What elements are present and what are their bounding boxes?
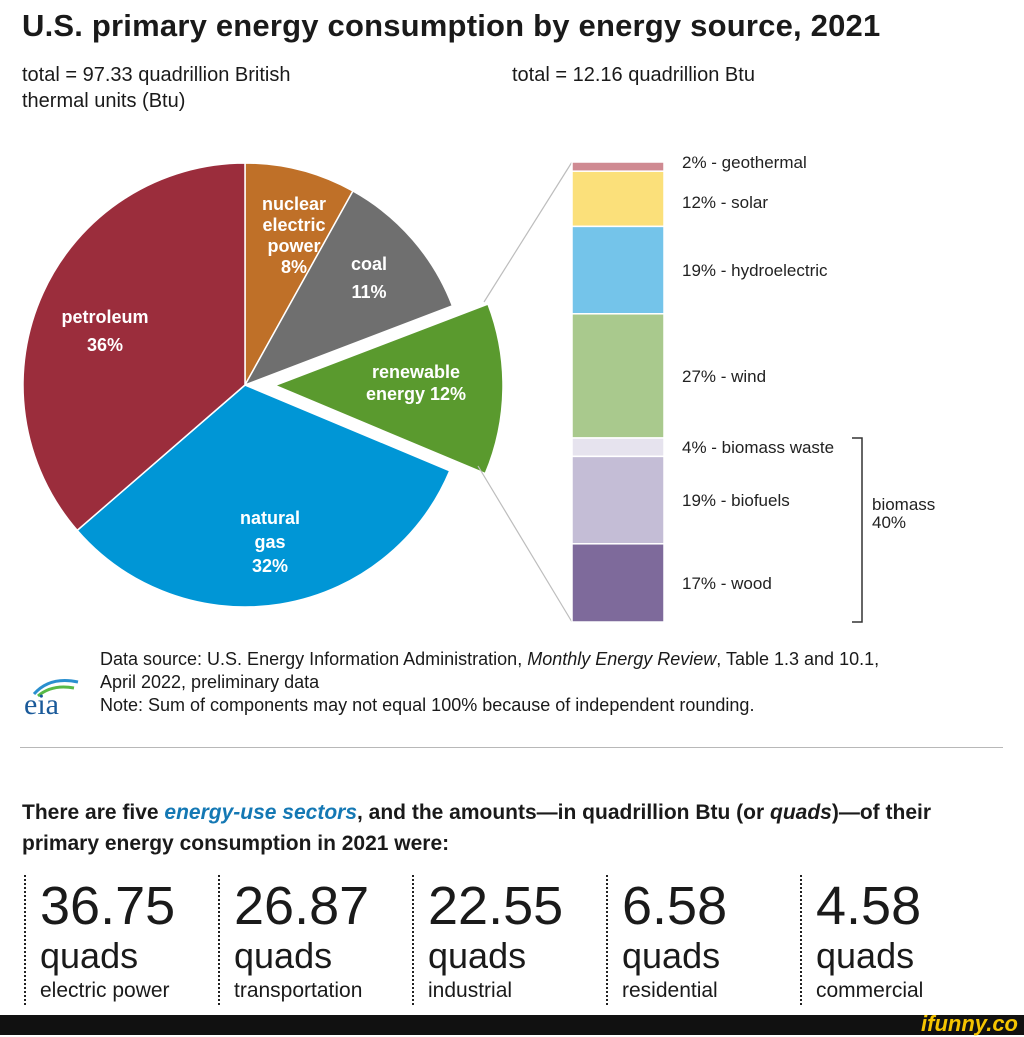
eia-logo-text: eia [24, 688, 59, 720]
biomass-group-value: 40% [872, 513, 906, 532]
pie-label-nuclear: power [267, 236, 320, 256]
bar-label-solar: 12% - solar [682, 193, 768, 212]
sector-value: 6.58 [622, 876, 728, 936]
eia-logo: eia [20, 672, 90, 725]
bar-segment-solar [571, 170, 665, 228]
sector-value: 4.58 [816, 876, 922, 936]
pie-label-renewable: renewable [372, 362, 460, 382]
section-divider [20, 747, 1003, 748]
sector-commercial: 4.58 quads commercial [800, 875, 923, 1005]
bar-total-label: total = 12.16 quadrillion Btu [512, 64, 755, 86]
sector-name: commercial [816, 979, 924, 1002]
sector-unit: quads [816, 935, 915, 976]
connector-line-bottom [477, 465, 573, 623]
pie-slice-renewable [272, 303, 504, 475]
pie-slice-natural-gas [76, 384, 451, 608]
pie-total-label: total = 97.33 quadrillion British therma… [22, 64, 291, 112]
sector-electric-power: 36.75 quads electric power [24, 875, 175, 1005]
pie-label-renewable: energy 12% [366, 384, 466, 404]
sector-residential: 6.58 quads residential [606, 875, 727, 1005]
source-line2: April 2022, preliminary data [100, 672, 320, 692]
sector-name: electric power [40, 979, 170, 1002]
source-note: Note: Sum of components may not equal 10… [100, 695, 755, 715]
pie-label-nuclear: electric [262, 215, 325, 235]
bar-label-hydroelectric: 19% - hydroelectric [682, 261, 828, 280]
bar-segment-wind [571, 313, 665, 439]
sector-unit: quads [428, 935, 527, 976]
sector-industrial: 22.55 quads industrial [412, 875, 563, 1005]
bar-label-biofuels: 19% - biofuels [682, 491, 790, 510]
connector-lines [477, 161, 573, 623]
energy-use-sectors-link[interactable]: energy-use sectors [164, 801, 357, 824]
pie-label-nuclear: 8% [281, 257, 307, 277]
bar-segment-geothermal [571, 161, 665, 172]
sector-name: residential [622, 979, 718, 1002]
bar-segment-hydroelectric [571, 225, 665, 315]
pie-label-nuclear: nuclear [262, 194, 326, 214]
source-line1: Data source: U.S. Energy Information Adm… [100, 649, 880, 669]
biomass-group-label: biomass [872, 495, 935, 514]
pie-slice-coal [243, 189, 454, 387]
footer-bar [0, 1015, 1024, 1035]
bar-segment-biofuels [571, 455, 665, 545]
pie-slice-nuclear [244, 162, 354, 388]
sector-unit: quads [622, 935, 721, 976]
sector-name: industrial [428, 979, 513, 1002]
sectors-heading: There are five energy-use sectors, and t… [22, 801, 931, 855]
sector-unit: quads [234, 935, 333, 976]
pie-label-coal: 11% [351, 282, 386, 302]
sector-name: transportation [234, 979, 363, 1002]
bar-label-biomass-waste: 4% - biomass waste [682, 438, 834, 457]
watermark: ifunny.co [921, 1011, 1018, 1036]
bar-segment-biomass-waste [571, 437, 665, 458]
pie-label-petroleum: 36% [87, 335, 123, 355]
connector-line-top [483, 161, 573, 303]
page-title: U.S. primary energy consumption by energ… [22, 8, 881, 43]
data-source-note: Data source: U.S. Energy Information Adm… [100, 648, 1000, 717]
bar-label-wind: 27% - wind [682, 367, 766, 386]
pie-slice-petroleum [22, 162, 246, 532]
pie-label-petroleum: petroleum [61, 307, 148, 327]
pie-label-natural-gas: 32% [252, 556, 288, 576]
bar-label-geothermal: 2% - geothermal [682, 153, 807, 172]
biomass-bracket [852, 437, 863, 623]
sector-value: 36.75 [40, 876, 176, 936]
pie-label-coal: coal [351, 254, 387, 274]
pie-label-natural-gas: natural [240, 508, 300, 528]
stacked-bar-chart: 2% - geothermal 12% - solar 19% - hydroele… [571, 153, 935, 623]
sector-value: 26.87 [234, 876, 370, 936]
bar-segment-wood [571, 543, 665, 623]
bar-label-wood: 17% - wood [682, 574, 772, 593]
sector-transportation: 26.87 quads transportation [218, 875, 369, 1005]
sector-value: 22.55 [428, 876, 564, 936]
pie-label-natural-gas: gas [254, 532, 285, 552]
sector-unit: quads [40, 935, 139, 976]
